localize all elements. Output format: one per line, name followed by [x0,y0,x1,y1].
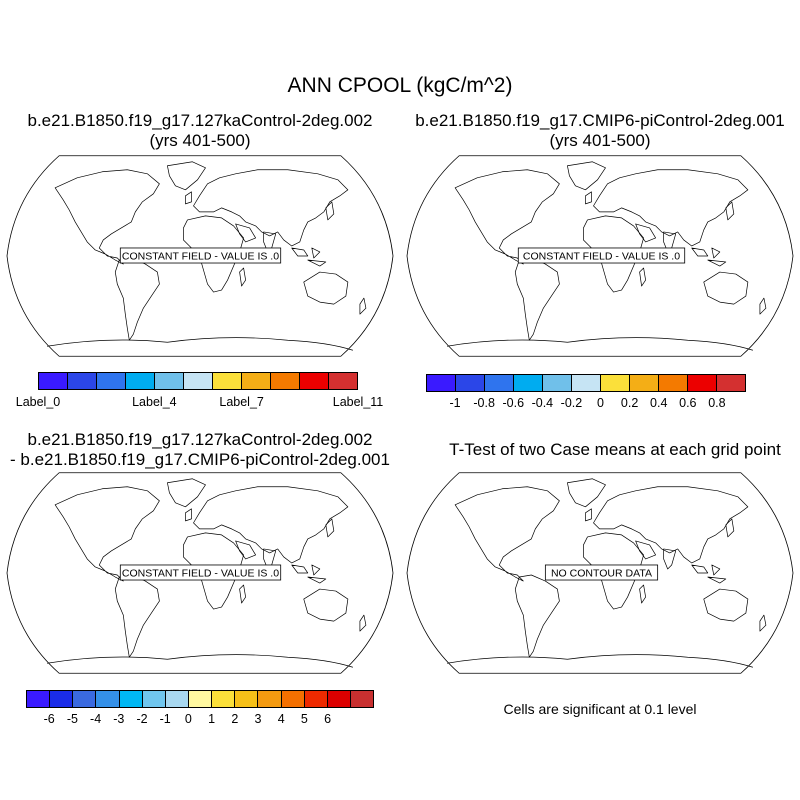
constant-field-box [119,247,282,264]
colorbar-swatch [271,373,300,389]
panel-4-title-line1: T-Test of two Case means at each grid po… [449,440,781,459]
panel-2-message: CONSTANT FIELD - VALUE IS .0 [523,251,680,263]
panel-1-message: CONSTANT FIELD - VALUE IS .0 [122,251,279,263]
colorbar-swatch [68,373,97,389]
colorbar-swatch [485,375,514,391]
colorbar-swatch [350,691,374,707]
colorbar-swatch [96,691,120,707]
panel-1-title-line2: (yrs 401-500) [149,131,251,150]
figure-title: ANN CPOOL (kgC/m^2) [287,74,513,97]
colorbar-label: -0.8 [473,396,495,410]
colorbar-swatch [155,373,184,389]
colorbar-swatch [327,691,351,707]
colorbar-swatch [304,691,328,707]
colorbar-swatch [601,375,630,391]
colorbar-label: 0.6 [679,396,697,410]
panel-4-title: T-Test of two Case means at each grid po… [420,440,800,460]
colorbar-swatch [235,691,259,707]
colorbar-swatch [514,375,543,391]
colorbar-label: 1 [208,712,216,726]
colorbar-label: Label_11 [332,395,384,409]
panel-4-message: NO CONTOUR DATA [551,568,652,580]
panel-2-title-line2: (yrs 401-500) [549,131,651,150]
colorbar-label: -0.6 [502,396,525,410]
colorbar-label: -0.4 [531,396,554,410]
constant-field-box [119,564,282,581]
colorbar-swatch [427,375,456,391]
colorbar-swatch [97,373,126,389]
colorbar-swatch [142,691,166,707]
colorbar-label: -1 [449,396,461,410]
colorbar-swatch [184,373,213,389]
colorbar-swatch [329,373,357,389]
colorbar-label: 0.8 [708,396,726,410]
colorbar-swatch [188,691,213,707]
panel-3-title-line2: - b.e21.B1850.f19_g17.CMIP6-piControl-2d… [10,450,390,469]
colorbar-top-left [38,372,358,390]
colorbar-swatch [572,375,601,391]
colorbar-label: -6 [43,712,55,726]
colorbar-swatch [165,691,189,707]
colorbar-swatch [119,691,143,707]
colorbar-label: -3 [113,712,125,726]
colorbar-swatch [630,375,659,391]
colorbar-label: Label_7 [219,395,264,409]
colorbar-label: -5 [66,712,78,726]
colorbar-swatch [27,691,51,707]
colorbar-label: Label_0 [15,395,61,409]
colorbar-label: 5 [300,712,308,726]
colorbar-label: -0.2 [560,396,583,410]
colorbar-label: 0.4 [650,396,668,410]
significance-note: Cells are significant at 0.1 level [503,701,697,717]
no-contour-box [544,564,659,581]
colorbar-swatch [258,691,282,707]
colorbar-swatch [717,375,745,391]
panel-3-message: CONSTANT FIELD - VALUE IS .0 [122,568,279,580]
colorbar-top-right [426,374,746,392]
colorbar-swatch [281,691,305,707]
constant-field-box [517,247,686,264]
panel-3-title-line1: b.e21.B1850.f19_g17.127kaControl-2deg.00… [27,430,373,449]
map-panel-1: CONSTANT FIELD - VALUE IS .0 [6,155,394,357]
colorbar-swatch [688,375,717,391]
colorbar-label: -4 [90,712,102,726]
colorbar-swatch [213,373,242,389]
colorbar-swatch [50,691,74,707]
colorbar-label: 2 [231,712,239,726]
colorbar-label: Label_4 [132,395,177,409]
colorbar-label: 3 [254,712,262,726]
panel-3-title: b.e21.B1850.f19_g17.127kaControl-2deg.00… [0,430,400,470]
panel-2-title: b.e21.B1850.f19_g17.CMIP6-piControl-2deg… [400,111,800,151]
map-panel-3: CONSTANT FIELD - VALUE IS .0 [6,472,394,674]
colorbar-swatch [73,691,97,707]
panel-2-title-line1: b.e21.B1850.f19_g17.CMIP6-piControl-2deg… [415,111,785,130]
colorbar-bottom-left [26,690,374,708]
colorbar-swatch [543,375,572,391]
colorbar-label: -2 [136,712,148,726]
map-panel-2: CONSTANT FIELD - VALUE IS .0 [406,155,794,357]
panel-1-title-line1: b.e21.B1850.f19_g17.127kaControl-2deg.00… [27,111,373,130]
panel-1-title: b.e21.B1850.f19_g17.127kaControl-2deg.00… [0,111,400,151]
colorbar-swatch [242,373,271,389]
colorbar-label: 0 [184,712,192,726]
colorbar-label: -1 [159,712,171,726]
colorbar-swatch [212,691,236,707]
colorbar-swatch [300,373,329,389]
colorbar-swatch [39,373,68,389]
colorbar-label: 0.2 [620,396,639,410]
colorbar-swatch [126,373,155,389]
colorbar-swatch [659,375,688,391]
colorbar-label: 6 [324,712,332,726]
colorbar-swatch [456,375,485,391]
map-panel-4: NO CONTOUR DATA [406,472,794,674]
colorbar-label: 0 [597,396,605,410]
colorbar-label: 4 [277,712,285,726]
